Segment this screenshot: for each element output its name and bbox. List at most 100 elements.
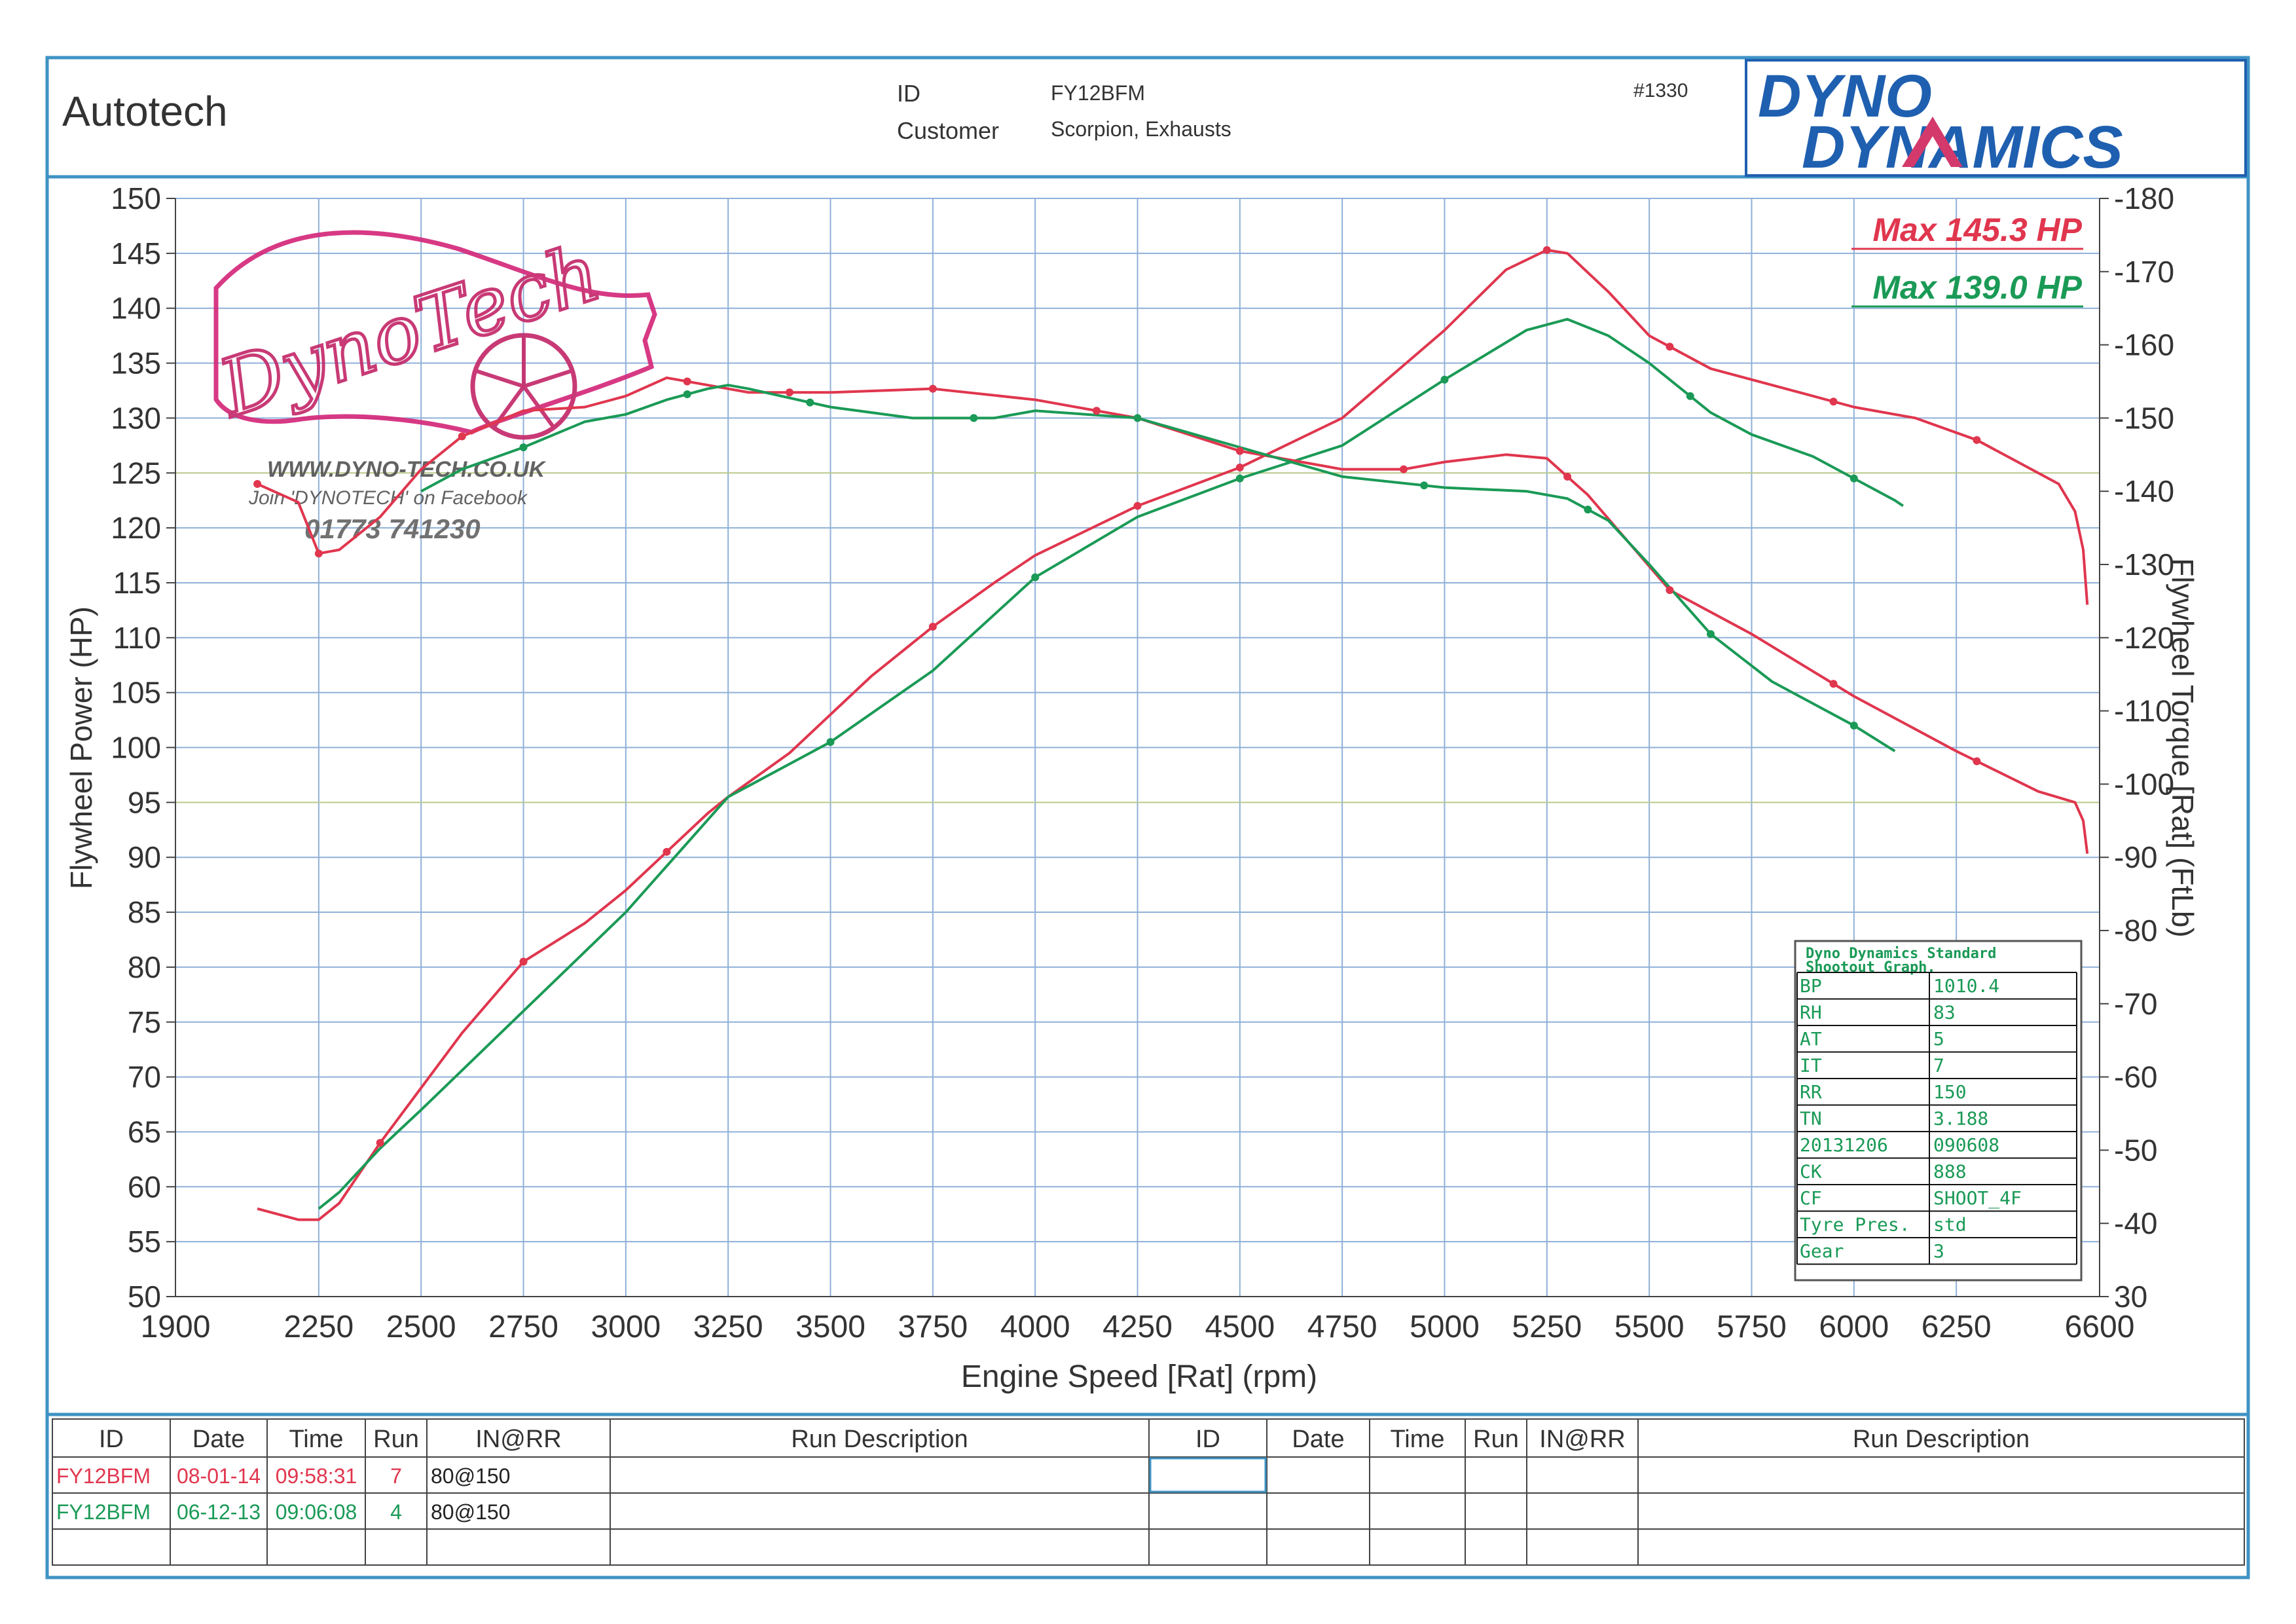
conditions-value: 5 [1933,1028,1944,1050]
dyno-dynamics-logo: DYNO DYNAMICS [1745,59,2247,181]
conditions-key: CF [1800,1187,1822,1209]
marker-run7-torque [253,480,262,489]
y-tick-label: 85 [128,895,161,929]
x-tick-label: 6000 [1819,1310,1889,1344]
conditions-key: IT [1800,1055,1822,1077]
run-table-cell: 08-01-14 [177,1464,261,1488]
conditions-key: RR [1800,1081,1822,1103]
x-tick-label: 3250 [693,1310,763,1344]
conditions-key: AT [1800,1028,1822,1050]
watermark-phone: 01773 741230 [304,513,481,544]
run-table-cell: 09:06:08 [276,1500,357,1524]
y-tick-label: 150 [111,181,161,215]
conditions-key: BP [1800,975,1822,997]
x-tick-label: 5500 [1614,1310,1685,1344]
company-name: Autotech [62,88,228,135]
series-run7-torque [257,376,2089,854]
x-tick-label: 3750 [898,1310,968,1344]
run-table-header: Run Description [791,1426,968,1453]
y2-tick-label: -100 [2114,767,2174,801]
conditions-key: CK [1800,1161,1822,1183]
conditions-value: 150 [1933,1081,1967,1103]
conditions-value: 1010.4 [1933,975,1999,997]
marker-run7-torque [1563,472,1572,481]
marker-run4-power [1235,474,1244,483]
y-tick-label: 100 [111,731,161,765]
y2-tick-label: -160 [2114,328,2174,362]
marker-run7-torque [1666,586,1674,595]
y2-tick-label: -90 [2114,840,2157,874]
run-table-header: Time [1390,1426,1444,1453]
marker-run7-torque [314,549,323,558]
y-tick-label: 145 [111,236,161,270]
series-run7-power [257,248,2089,1221]
marker-run7-power [1235,463,1244,471]
y2-tick-label: -70 [2114,987,2157,1021]
series-run4-torque [420,384,1896,752]
marker-run4-torque [1133,414,1142,422]
y-tick-label: 90 [128,840,161,874]
y-tick-label: 75 [128,1005,161,1039]
y-tick-label: 120 [111,511,161,545]
y2-axis-label: Flywheel Torque [Rat] (FtLb) [2166,558,2200,938]
marker-run7-power [1829,397,1838,406]
y-tick-label: 115 [113,566,161,600]
y-tick-label: 50 [128,1280,161,1314]
marker-run7-torque [683,377,691,386]
conditions-key: 20131206 [1800,1134,1888,1156]
conditions-rows: BP 1010.4 RH 83 AT 5 IT 7 RR 150 TN 3.188 20131206 09… [1796,972,2077,1265]
y-tick-label: 95 [128,785,161,819]
conditions-value: 090608 [1933,1134,1999,1156]
run-table-header: Time [289,1426,343,1453]
conditions-title-line2: Shootout Graph. [1806,959,1936,976]
run-table-header: Date [1292,1426,1344,1453]
x-tick-label: 5750 [1717,1310,1787,1344]
marker-run7-torque [1399,465,1408,473]
conditions-value: 3 [1933,1240,1944,1262]
x-tick-label: 2500 [386,1310,456,1344]
marker-run4-torque [1584,506,1592,514]
dynotech-badge-outline [213,230,657,435]
marker-run4-power [1850,474,1858,483]
run-table-cell: 80@150 [431,1500,510,1524]
y-tick-label: 140 [111,291,161,325]
conditions-key: Gear [1800,1240,1844,1262]
y-tick-label: 105 [111,676,161,710]
marker-run4-torque [1850,721,1858,729]
y-tick-label: 135 [111,346,161,380]
y-tick-label: 110 [113,621,161,655]
conditions-key: Tyre Pres. [1800,1214,1910,1236]
run-table-selected-cell[interactable] [1149,1457,1267,1493]
run-table-header: ID [1195,1426,1220,1453]
marker-run4-power [1440,375,1449,384]
marker-run7-power [1542,246,1551,254]
conditions-key: TN [1800,1108,1822,1130]
run-table-header: Date [192,1426,245,1453]
conditions-value: 83 [1933,1002,1956,1024]
chart-grid [175,198,2100,1297]
run-table-cell: 4 [390,1500,402,1524]
x-tick-label: 5000 [1410,1310,1480,1344]
x-tick-label: 1900 [141,1310,211,1344]
x-tick-label: 4750 [1307,1310,1377,1344]
marker-run7-torque [1829,680,1838,688]
run-table-cell: FY12BFM [56,1500,151,1524]
y2-tick-label: -50 [2114,1133,2157,1167]
run-table-cell: 7 [390,1464,402,1488]
run-table: ID Date Time Run IN@RR Run Description ID Date T… [52,1418,2245,1566]
marker-run4-torque [683,390,691,399]
run-table-cell: FY12BFM [56,1464,151,1488]
y2-tick-label: -120 [2114,621,2174,655]
y-tick-label: 130 [111,401,161,435]
x-tick-label: 4250 [1102,1310,1173,1344]
x-tick-label: 6600 [2065,1310,2135,1344]
watermark-facebook: Join 'DYNOTECH' on Facebook [248,487,528,509]
marker-run4-torque [970,414,978,422]
run-table-header: Run [373,1426,419,1453]
conditions-key: RH [1800,1002,1822,1024]
y-tick-label: 55 [128,1225,161,1259]
y2-tick-label: 30 [2114,1280,2147,1314]
marker-run4-torque [806,398,814,407]
y2-tick-label: -140 [2114,474,2174,508]
marker-run7-power [1973,435,1981,444]
